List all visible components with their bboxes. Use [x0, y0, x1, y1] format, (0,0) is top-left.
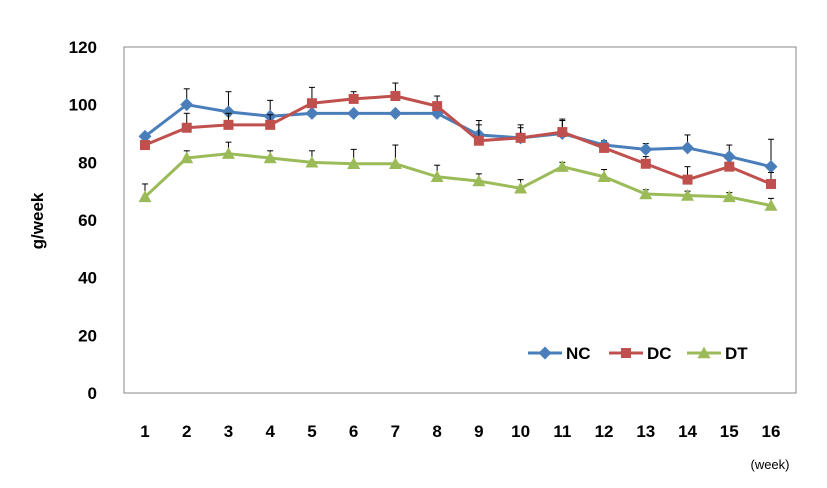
data-point — [221, 147, 235, 159]
data-point — [138, 190, 152, 203]
y-tick-label: 20 — [78, 326, 97, 345]
x-tick-label: 10 — [511, 422, 530, 441]
legend-label: DC — [647, 344, 672, 363]
legend-item-nc: NC — [528, 344, 591, 363]
data-point — [515, 132, 526, 143]
x-tick-label: 2 — [182, 422, 191, 441]
data-point — [390, 91, 401, 102]
data-point — [347, 157, 361, 169]
data-point — [682, 174, 693, 185]
data-point — [557, 127, 568, 138]
data-point — [764, 160, 778, 174]
x-tick-label: 12 — [595, 422, 614, 441]
y-tick-label: 100 — [69, 96, 97, 115]
legend-marker — [621, 348, 631, 358]
y-tick-label: 0 — [88, 384, 97, 403]
series-nc — [138, 88, 778, 174]
data-point — [223, 119, 234, 130]
data-point — [180, 98, 194, 112]
data-point — [347, 106, 361, 120]
x-tick-label: 1 — [140, 422, 149, 441]
series-layer — [138, 82, 778, 211]
y-axis-label: g/week — [28, 192, 47, 249]
data-point — [639, 142, 653, 156]
x-tick-label: 3 — [224, 422, 233, 441]
data-point — [514, 181, 528, 194]
data-point — [138, 129, 152, 143]
data-point — [722, 150, 736, 164]
data-point — [221, 105, 235, 119]
data-point — [305, 106, 319, 120]
data-point — [722, 190, 736, 203]
data-point — [388, 157, 402, 169]
legend-item-dc: DC — [609, 344, 672, 363]
x-tick-label: 4 — [265, 422, 275, 441]
data-point — [432, 101, 443, 112]
x-tick-label: 5 — [307, 422, 316, 441]
data-point — [555, 160, 569, 172]
y-tick-label: 120 — [69, 38, 97, 57]
data-point — [388, 106, 402, 120]
data-point — [473, 135, 484, 146]
data-point — [681, 141, 695, 155]
data-point — [348, 93, 359, 104]
data-point — [180, 151, 194, 164]
y-tick-label: 60 — [78, 211, 97, 230]
x-tick-label: 7 — [391, 422, 400, 441]
data-point — [181, 122, 192, 133]
y-tick-label: 40 — [78, 269, 97, 288]
series-line — [143, 152, 772, 208]
data-point — [140, 140, 150, 151]
x-tick-label: 15 — [720, 422, 739, 441]
x-axis-unit-label: (week) — [750, 457, 789, 472]
legend-marker — [697, 346, 711, 359]
data-point — [305, 155, 319, 168]
series-dc — [140, 82, 776, 189]
legend: NC DC DT — [528, 344, 748, 363]
data-point — [306, 98, 317, 109]
data-point — [766, 178, 776, 189]
data-point — [724, 161, 735, 172]
x-tick-label: 14 — [678, 422, 697, 441]
legend-item-dt: DT — [687, 344, 748, 363]
series-line — [144, 94, 772, 186]
x-tick-label: 6 — [349, 422, 358, 441]
y-tick-label: 80 — [78, 153, 97, 172]
data-point — [430, 170, 444, 182]
legend-label: NC — [566, 344, 591, 363]
data-point — [265, 119, 276, 130]
data-point — [597, 170, 611, 182]
data-point — [472, 174, 486, 187]
x-tick-label: 16 — [762, 422, 781, 441]
x-tick-label: 8 — [432, 422, 441, 441]
data-point — [263, 151, 277, 164]
legend-marker — [538, 346, 552, 360]
x-tick-label: 13 — [636, 422, 655, 441]
data-point — [764, 199, 778, 211]
series-line — [144, 103, 772, 169]
x-tick-label: 11 — [553, 422, 571, 441]
series-dt — [138, 141, 778, 211]
plot-area-border — [123, 46, 797, 394]
data-point — [599, 142, 610, 153]
x-tick-label: 9 — [474, 422, 483, 441]
data-point — [640, 158, 651, 169]
data-point — [639, 187, 653, 200]
data-point — [681, 188, 695, 201]
legend-label: DT — [725, 344, 748, 363]
